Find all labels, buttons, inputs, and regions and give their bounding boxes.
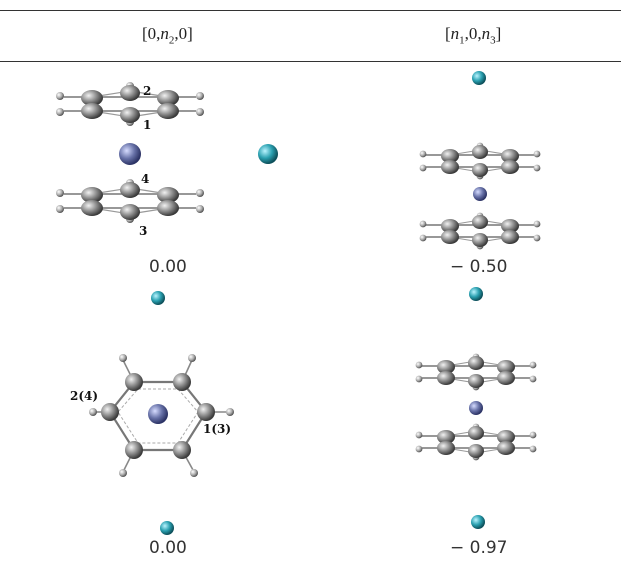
lower-benzene-ring (56, 179, 204, 223)
atom-label-1-3: 1(3) (203, 422, 231, 436)
alkali-atom-bottom-left-upper (151, 291, 165, 305)
top-right-structure (420, 71, 541, 249)
upper-benzene-ring (56, 82, 204, 126)
metal-atom (119, 143, 141, 165)
upper-benzene-ring-bottom-right (416, 354, 537, 391)
alkali-atom-bottom-right-upper (469, 287, 483, 301)
energy-value-top-left: 0.00 (149, 257, 187, 277)
atom-label-3: 3 (139, 224, 147, 238)
atom-label-2-4: 2(4) (70, 389, 98, 403)
bottom-left-structure: 2(4) 1(3) (70, 291, 234, 535)
alkali-atom-top-right (472, 71, 486, 85)
metal-atom-center (148, 404, 168, 424)
alkali-atom-bottom-right-lower (471, 515, 485, 529)
atom-label-2: 2 (143, 84, 151, 98)
alkali-atom-bottom-left-lower (160, 521, 174, 535)
upper-benzene-ring-right (420, 143, 541, 180)
energy-value-bottom-right: − 0.97 (450, 538, 508, 558)
atom-label-1: 1 (143, 118, 151, 132)
atom-label-4: 4 (141, 172, 149, 186)
alkali-atom-top-middle (258, 144, 278, 164)
energy-value-bottom-left: 0.00 (149, 538, 187, 558)
bottom-right-structure (416, 287, 537, 529)
lower-benzene-ring-right (420, 213, 541, 250)
lower-benzene-ring-bottom-right (416, 424, 537, 461)
metal-atom-right (473, 187, 487, 201)
top-left-structure: 2 1 4 3 (56, 82, 204, 238)
metal-atom-bottom-right (469, 401, 483, 415)
energy-value-top-right: − 0.50 (450, 257, 508, 277)
